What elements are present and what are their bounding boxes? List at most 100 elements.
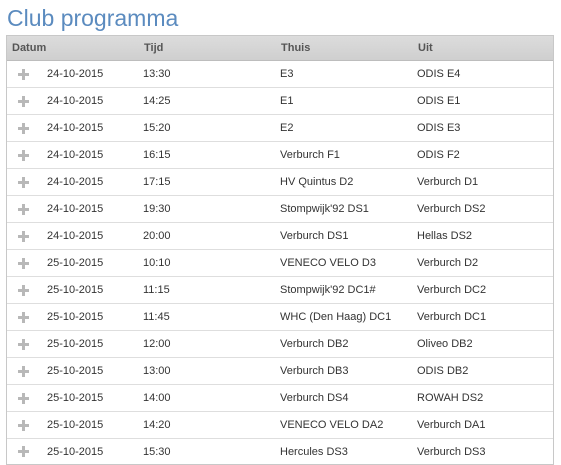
plus-icon[interactable] — [18, 203, 29, 215]
cell-datum: 24-10-2015 — [7, 68, 143, 80]
datum-value: 24-10-2015 — [47, 95, 104, 107]
cell-uit: ODIS E1 — [417, 95, 461, 107]
cell-datum: 24-10-2015 — [7, 122, 143, 134]
datum-value: 25-10-2015 — [47, 311, 104, 323]
plus-icon[interactable] — [18, 68, 29, 80]
cell-datum: 25-10-2015 — [7, 284, 143, 296]
table-row[interactable]: 24-10-2015 17:15 HV Quintus D2 Verburch D1 — [7, 169, 553, 196]
datum-value: 25-10-2015 — [47, 419, 104, 431]
cell-datum: 25-10-2015 — [7, 311, 143, 323]
datum-value: 25-10-2015 — [47, 284, 104, 296]
cell-uit: Hellas DS2 — [417, 230, 473, 242]
cell-tijd: 15:30 — [143, 445, 171, 458]
datum-value: 24-10-2015 — [47, 203, 104, 215]
table-row[interactable]: 24-10-2015 16:15 Verburch F1 ODIS F2 — [7, 142, 553, 169]
cell-tijd: 14:00 — [143, 392, 171, 404]
plus-icon[interactable] — [18, 392, 29, 404]
table-row[interactable]: 24-10-2015 14:25 E1 ODIS E1 — [7, 88, 553, 115]
cell-uit: Verburch D1 — [417, 176, 479, 188]
cell-tijd: 10:10 — [143, 257, 171, 269]
cell-uit: Verburch DA1 — [417, 419, 486, 431]
cell-uit: Verburch DS2 — [417, 203, 486, 215]
table-row[interactable]: 25-10-2015 10:10 VENECO VELO D3 Verburch D2 — [7, 250, 553, 277]
table-row[interactable]: 24-10-2015 15:20 E2 ODIS E3 — [7, 115, 553, 142]
cell-thuis: Verburch DS1 — [280, 230, 349, 242]
table-row[interactable]: 25-10-2015 14:20 VENECO VELO DA2 Verburch D… — [7, 412, 553, 439]
table-row[interactable]: 25-10-2015 13:00 Verburch DB3 ODIS DB2 — [7, 358, 553, 385]
plus-icon[interactable] — [18, 446, 29, 457]
datum-value: 25-10-2015 — [47, 257, 104, 269]
column-header-tijd[interactable]: Tijd — [144, 42, 164, 54]
plus-icon[interactable] — [18, 95, 29, 107]
plus-icon[interactable] — [18, 230, 29, 242]
plus-icon[interactable] — [18, 257, 29, 269]
cell-uit: Verburch DS3 — [417, 445, 486, 458]
cell-uit: Oliveo DB2 — [417, 338, 473, 350]
cell-thuis: E3 — [280, 68, 294, 80]
cell-thuis: VENECO VELO D3 — [280, 257, 376, 269]
plus-icon[interactable] — [18, 149, 29, 161]
cell-thuis: E1 — [280, 95, 294, 107]
cell-thuis: Verburch DB3 — [280, 365, 349, 377]
cell-uit: ODIS E3 — [417, 122, 461, 134]
cell-tijd: 17:15 — [143, 176, 171, 188]
cell-datum: 24-10-2015 — [7, 230, 143, 242]
cell-tijd: 11:45 — [143, 311, 170, 323]
cell-datum: 25-10-2015 — [7, 419, 143, 431]
column-header-uit[interactable]: Uit — [418, 42, 433, 54]
cell-tijd: 16:15 — [143, 149, 171, 161]
datum-value: 24-10-2015 — [47, 122, 104, 134]
cell-datum: 25-10-2015 — [7, 257, 143, 269]
plus-icon[interactable] — [18, 284, 29, 296]
plus-icon[interactable] — [18, 338, 29, 350]
table-row[interactable]: 25-10-2015 15:30 Hercules DS3 Verburch DS3 — [7, 439, 553, 464]
datum-value: 25-10-2015 — [47, 445, 104, 458]
plus-icon[interactable] — [18, 311, 29, 323]
cell-uit: ODIS DB2 — [417, 365, 469, 377]
cell-tijd: 14:20 — [143, 419, 171, 431]
cell-thuis: VENECO VELO DA2 — [280, 419, 384, 431]
cell-tijd: 19:30 — [143, 203, 171, 215]
cell-thuis: Verburch DB2 — [280, 338, 349, 350]
cell-thuis: Verburch DS4 — [280, 392, 349, 404]
cell-datum: 25-10-2015 — [7, 392, 143, 404]
cell-thuis: Hercules DS3 — [280, 445, 348, 458]
cell-thuis: Verburch F1 — [280, 149, 340, 161]
plus-icon[interactable] — [18, 419, 29, 431]
table-row[interactable]: 24-10-2015 13:30 E3 ODIS E4 — [7, 61, 553, 88]
cell-datum: 25-10-2015 — [7, 446, 143, 458]
table-header: Datum Tijd Thuis Uit — [7, 36, 553, 61]
cell-thuis: WHC (Den Haag) DC1 — [280, 311, 392, 323]
cell-thuis: E2 — [280, 122, 294, 134]
cell-tijd: 20:00 — [143, 230, 171, 242]
datum-value: 24-10-2015 — [47, 230, 104, 242]
cell-thuis: Stompwijk'92 DS1 — [280, 203, 369, 215]
table-row[interactable]: 24-10-2015 20:00 Verburch DS1 Hellas DS2 — [7, 223, 553, 250]
table-row[interactable]: 25-10-2015 12:00 Verburch DB2 Oliveo DB2 — [7, 331, 553, 358]
cell-uit: ODIS E4 — [417, 68, 461, 80]
plus-icon[interactable] — [18, 122, 29, 134]
column-header-datum[interactable]: Datum — [12, 42, 47, 54]
datum-value: 24-10-2015 — [47, 68, 104, 80]
cell-tijd: 15:20 — [143, 122, 171, 134]
cell-tijd: 13:00 — [143, 365, 171, 377]
datum-value: 25-10-2015 — [47, 365, 104, 377]
table-body: 24-10-2015 13:30 E3 ODIS E4 24-10-2015 14:25 E… — [7, 61, 553, 464]
table-row[interactable]: 24-10-2015 19:30 Stompwijk'92 DS1 Verburch … — [7, 196, 553, 223]
plus-icon[interactable] — [18, 365, 29, 377]
datum-value: 25-10-2015 — [47, 338, 104, 350]
cell-uit: Verburch D2 — [417, 257, 479, 269]
plus-icon[interactable] — [18, 176, 29, 188]
column-header-thuis[interactable]: Thuis — [281, 42, 311, 54]
table-row[interactable]: 25-10-2015 11:45 WHC (Den Haag) DC1 Verburc… — [7, 304, 553, 331]
table-row[interactable]: 25-10-2015 14:00 Verburch DS4 ROWAH DS2 — [7, 385, 553, 412]
cell-tijd: 14:25 — [143, 95, 171, 107]
table-row[interactable]: 25-10-2015 11:15 Stompwijk'92 DC1# Verburch… — [7, 277, 553, 304]
cell-datum: 24-10-2015 — [7, 149, 143, 161]
cell-uit: Verburch DC2 — [417, 284, 487, 296]
page-title: Club programma — [7, 5, 179, 31]
cell-tijd: 13:30 — [143, 68, 171, 80]
cell-tijd: 11:15 — [143, 284, 170, 296]
datum-value: 24-10-2015 — [47, 176, 104, 188]
club-programma-table: Datum Tijd Thuis Uit 24-10-2015 13:30 E3 OD… — [6, 35, 554, 465]
